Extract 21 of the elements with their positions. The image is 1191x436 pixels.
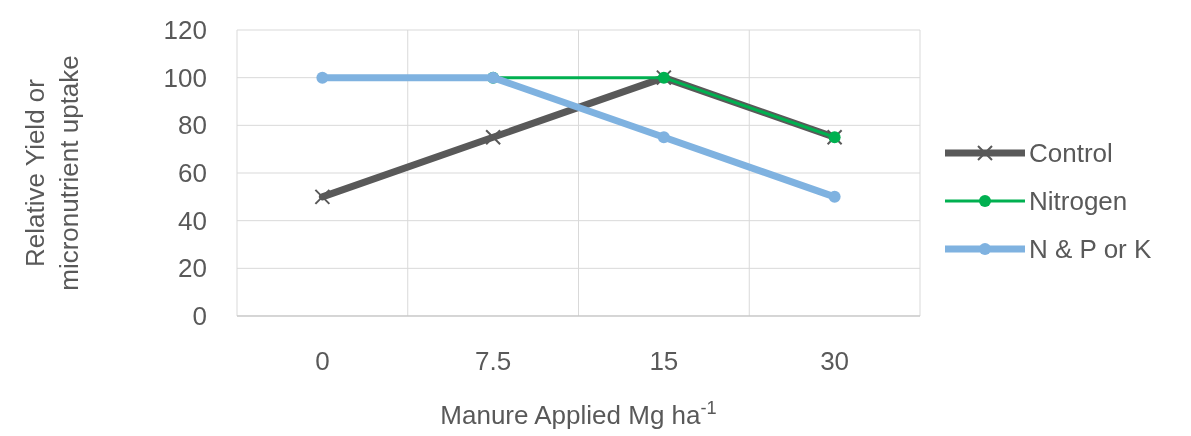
y-tick-label: 60 (178, 158, 207, 189)
y-axis-title: Relative Yield or micronutrient uptake (20, 55, 84, 291)
y-tick-label: 80 (178, 110, 207, 141)
legend-label: N & P or K (1029, 234, 1152, 265)
x-axis-title: Manure Applied Mg ha$^{-1}$ (440, 398, 717, 430)
y-tick-label: 100 (163, 62, 207, 93)
x-tick-label: 30 (820, 346, 850, 376)
x-tick-label: 15 (649, 346, 679, 376)
point (485, 129, 502, 146)
point (657, 131, 670, 144)
legend-label: Nitrogen (1029, 186, 1128, 217)
point (828, 190, 841, 203)
x-tick-label: 7.5 (475, 346, 512, 376)
y-tick-label: 120 (163, 15, 207, 46)
legend-label: Control (1029, 138, 1113, 169)
x-tick-label: 0 (315, 346, 330, 376)
y-tick-label: 20 (178, 253, 207, 284)
y-tick-label: 40 (178, 205, 207, 236)
point (314, 188, 331, 205)
point (316, 71, 329, 84)
y-tick-label: 0 (192, 301, 207, 332)
